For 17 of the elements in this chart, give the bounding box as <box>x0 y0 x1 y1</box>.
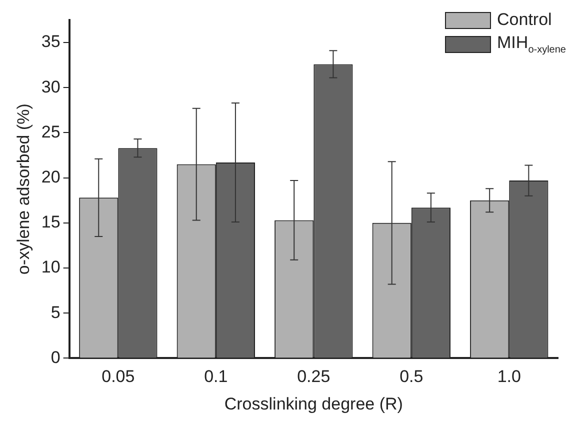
legend-label: MIH$_{o-xylene}$ <box>497 32 566 56</box>
y-tick-label: 10 <box>41 258 60 277</box>
y-axis-title: o-xylene adsorbed (%) <box>14 104 33 275</box>
x-tick-label: 0.5 <box>400 367 424 386</box>
y-tick-label: 20 <box>41 168 60 187</box>
x-tick-label: 0.25 <box>297 367 330 386</box>
x-axis-title: Crosslinking degree (R) <box>224 394 403 414</box>
y-tick-label: 5 <box>50 302 60 322</box>
y-tick-label: 35 <box>41 32 60 52</box>
legend-label: Control <box>497 10 552 30</box>
y-tick-label: 25 <box>41 122 60 142</box>
y-tick-label: 30 <box>41 77 60 96</box>
x-tick-label: 0.1 <box>204 367 228 386</box>
y-tick-label: 0 <box>50 348 60 367</box>
y-tick-label: 15 <box>41 212 60 232</box>
x-tick-label: 0.05 <box>102 367 135 386</box>
x-tick-label: 1.0 <box>497 367 521 386</box>
